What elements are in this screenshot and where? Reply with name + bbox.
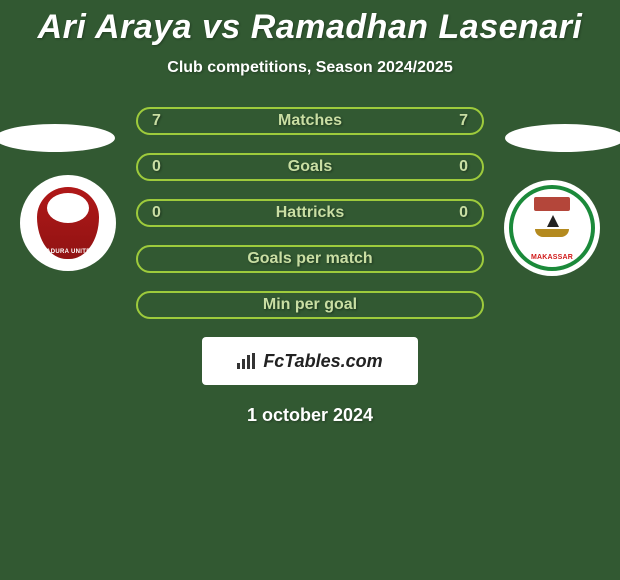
stat-right-value: 0 (459, 204, 468, 222)
stat-right-value: 7 (459, 112, 468, 130)
shield-icon: MADURA UNITED (37, 187, 99, 259)
ring-icon: MAKASSAR (509, 185, 595, 271)
stat-label: Goals per match (247, 250, 372, 268)
stat-label: Min per goal (263, 296, 357, 314)
left-player-silhouette (0, 124, 115, 152)
stat-row-goals-per-match: Goals per match (136, 245, 484, 273)
page-title: Ari Araya vs Ramadhan Lasenari (0, 0, 620, 47)
left-team-crest: MADURA UNITED (20, 175, 116, 271)
bar-chart-icon (237, 353, 257, 369)
stat-row-goals: 0 Goals 0 (136, 153, 484, 181)
brand-box: FcTables.com (202, 337, 418, 385)
boat-icon (535, 219, 569, 237)
stat-label: Goals (288, 158, 332, 176)
stat-right-value: 0 (459, 158, 468, 176)
right-team-crest: MAKASSAR (504, 180, 600, 276)
stat-label: Matches (278, 112, 342, 130)
stat-left-value: 0 (152, 204, 161, 222)
date-label: 1 october 2024 (0, 405, 620, 426)
right-crest-label: MAKASSAR (531, 254, 573, 261)
right-player-silhouette (505, 124, 620, 152)
stat-left-value: 0 (152, 158, 161, 176)
stats-table: 7 Matches 7 0 Goals 0 0 Hattricks 0 Goal… (136, 107, 484, 319)
stat-row-min-per-goal: Min per goal (136, 291, 484, 319)
brand-text: FcTables.com (263, 351, 382, 372)
stat-label: Hattricks (276, 204, 344, 222)
stat-row-hattricks: 0 Hattricks 0 (136, 199, 484, 227)
stat-left-value: 7 (152, 112, 161, 130)
left-crest-label: MADURA UNITED (41, 249, 95, 255)
subtitle: Club competitions, Season 2024/2025 (0, 59, 620, 77)
wall-icon (534, 197, 570, 211)
stat-row-matches: 7 Matches 7 (136, 107, 484, 135)
